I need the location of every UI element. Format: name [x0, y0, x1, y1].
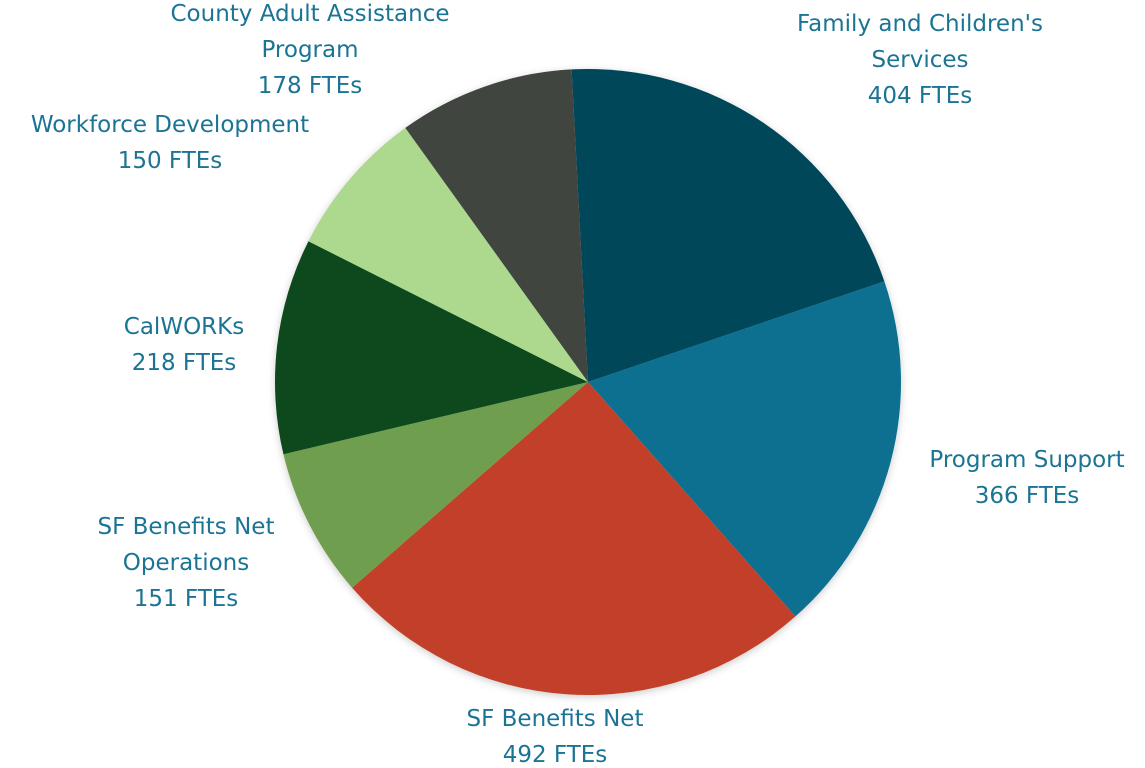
- category-name: Program Support: [929, 447, 1125, 473]
- value-label: 366 FTEs: [974, 483, 1080, 509]
- pie-slice: [308, 127, 588, 382]
- value-label: 218 FTEs: [131, 350, 237, 376]
- pie: [274, 69, 902, 695]
- value-label: 178 FTEs: [257, 73, 363, 99]
- category-name: Workforce Development: [30, 112, 310, 138]
- category-name: County Adult Assistance Program: [170, 1, 450, 63]
- slice-label: CalWORKs 218 FTEs: [84, 309, 284, 381]
- value-label: 492 FTEs: [502, 742, 608, 768]
- category-name: CalWORKs: [123, 314, 245, 340]
- pie-slice: [274, 241, 588, 455]
- slice-label: Workforce Development 150 FTEs: [0, 107, 340, 179]
- pie-slice: [571, 69, 885, 382]
- value-label: 151 FTEs: [133, 586, 239, 612]
- pie-slice: [588, 281, 902, 617]
- slice-label: Family and Children's Services 404 FTEs: [770, 6, 1070, 114]
- value-label: 150 FTEs: [117, 148, 223, 174]
- category-name: SF Benefits Net Operations: [97, 514, 275, 576]
- slice-label: SF Benefits Net Operations 151 FTEs: [66, 509, 306, 617]
- slice-label: SF Benefits Net 492 FTEs: [425, 701, 685, 768]
- value-label: 404 FTEs: [867, 83, 973, 109]
- category-name: SF Benefits Net: [466, 706, 644, 732]
- pie-slice: [405, 69, 588, 382]
- category-name: Family and Children's Services: [797, 11, 1043, 73]
- pie-slice: [352, 382, 796, 695]
- slice-label: County Adult Assistance Program 178 FTEs: [140, 0, 480, 104]
- pie-slice: [283, 382, 588, 588]
- slice-label: Program Support 366 FTEs: [897, 442, 1145, 514]
